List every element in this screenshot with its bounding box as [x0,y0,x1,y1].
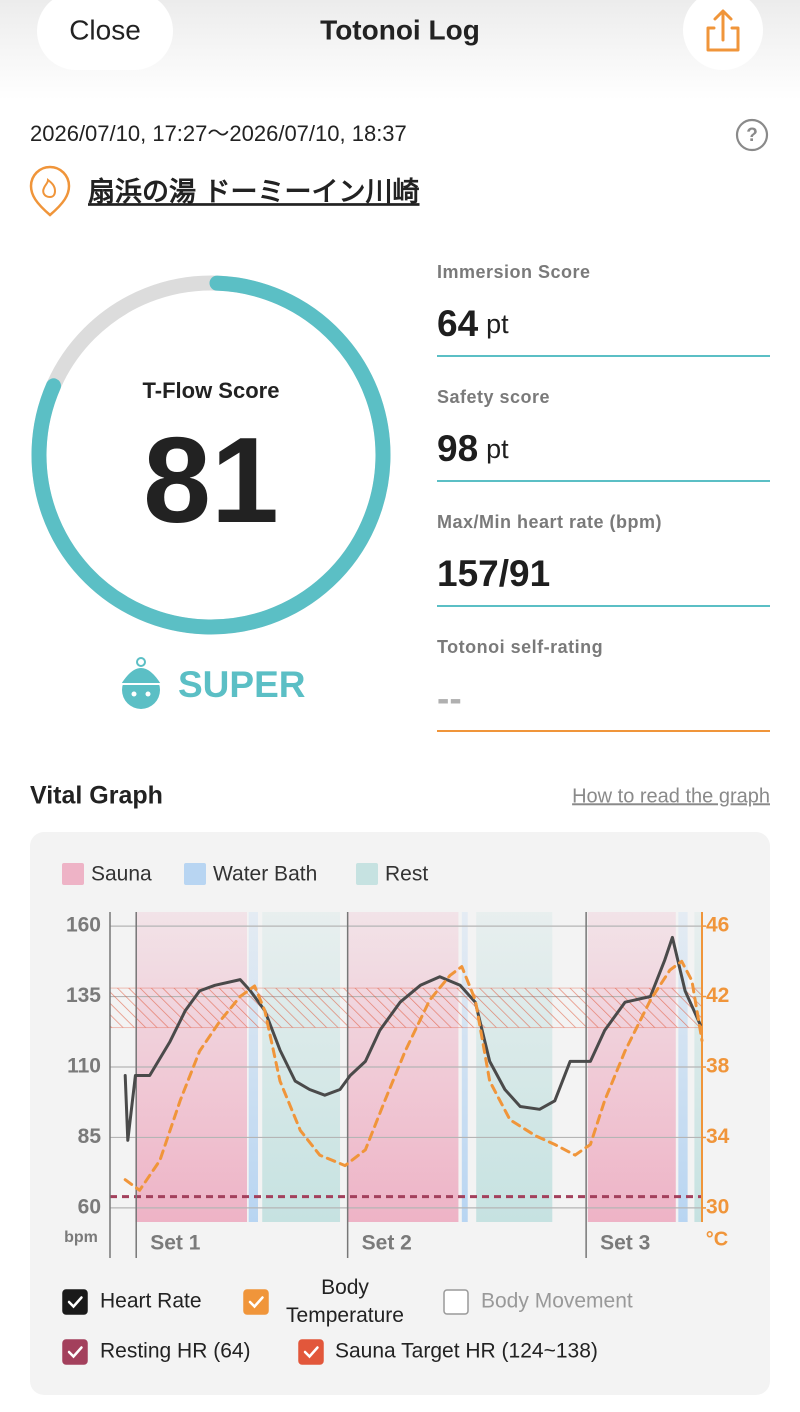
y2-tick-label: 46 [706,914,729,937]
checkbox-box[interactable] [443,1289,469,1315]
phase-swatch [184,863,206,885]
metric-value: 64 pt [437,303,509,344]
phase-legend-label: Water Bath [213,863,317,886]
place-link[interactable]: 扇浜の湯 ドーミーイン川崎 [88,176,420,207]
checkbox-box[interactable] [298,1339,324,1365]
checkbox-check[interactable] [67,1296,83,1309]
checkbox-check[interactable] [248,1296,264,1309]
icon-eye [131,691,137,697]
share-button[interactable] [683,0,763,70]
metric-value: 98 pt [437,428,509,469]
checkbox[interactable] [243,1289,269,1315]
checkbox[interactable] [62,1289,88,1315]
metric-value: 157/91 [437,553,550,594]
metric-number: 64 [437,303,479,344]
page-title: Totonoi Log [320,14,480,45]
checkbox-box[interactable] [243,1289,269,1315]
y2-tick-label: 34 [706,1125,730,1148]
metric-value: -- [437,678,462,719]
score-label: T-Flow Score [143,378,280,403]
toggle-label: Body Movement [481,1290,633,1313]
flame-icon [42,178,57,199]
place-icon [29,165,71,217]
close-bg[interactable] [37,0,173,70]
metric-number: 157/91 [437,553,550,594]
metric-label: Safety score [437,387,550,407]
rating-label: SUPER [178,664,305,705]
metric-number: 98 [437,428,478,469]
y2-axis-label: °C [706,1228,728,1250]
checkbox-check[interactable] [67,1346,83,1359]
toggle-label: Body Temperature [286,1276,404,1327]
metric-label: Max/Min heart rate (bpm) [437,512,662,532]
phase-swatch [62,863,84,885]
help-mark[interactable]: ? [746,125,758,146]
gauge-arc [31,275,391,635]
help-button[interactable]: ? [735,118,769,152]
series-line [123,959,704,1192]
close-label[interactable]: Close [69,14,141,45]
checkbox[interactable] [443,1289,469,1315]
checkbox-check[interactable] [303,1346,319,1359]
y-tick-label: 110 [67,1055,101,1078]
section-title: Vital Graph [30,782,163,810]
metric-label: Immersion Score [437,262,591,282]
label-line: Temperature [286,1304,404,1327]
close-button[interactable]: Close [37,0,173,70]
help-link[interactable]: How to read the graph [572,785,770,807]
y2-tick-label: 30 [706,1195,729,1218]
toggle-label: Heart Rate [100,1290,202,1313]
icon-knob [136,657,146,667]
toggle-label: Sauna Target HR (124~138) [335,1340,598,1363]
checkbox[interactable] [62,1339,88,1365]
set-label: Set 2 [362,1232,412,1255]
y-tick-label: 160 [66,914,101,937]
help-circle[interactable] [735,118,769,152]
score-value: 81 [143,412,279,548]
phase-legend-label: Rest [385,863,428,886]
toggle-label: Resting HR (64) [100,1340,251,1363]
checkbox-box[interactable] [62,1339,88,1365]
phase-swatch [356,863,378,885]
series-line [123,935,702,1142]
session-period: 2026/07/10, 17:27～2026/07/10, 18:37 [30,121,407,146]
share-icon[interactable] [706,9,740,52]
metric-unit: pt [486,309,509,339]
checkbox-box[interactable] [62,1289,88,1315]
set-label: Set 1 [150,1232,201,1255]
icon-eye [145,691,151,697]
y-axis-label: bpm [64,1229,98,1246]
label-line: Body [321,1276,369,1299]
y2-tick-label: 42 [706,984,729,1007]
metric-number: -- [437,678,462,719]
y2-tick-label: 38 [706,1055,730,1078]
y-tick-label: 60 [78,1195,101,1218]
y-tick-label: 135 [66,984,101,1007]
metric-unit: pt [486,434,509,464]
set-label: Set 3 [600,1232,650,1255]
phase-legend-label: Sauna [91,863,152,886]
checkbox[interactable] [298,1339,324,1365]
icon-hat [118,666,164,685]
rating-icon [118,657,164,709]
y-tick-label: 85 [78,1125,102,1148]
metric-label: Totonoi self-rating [437,637,603,657]
